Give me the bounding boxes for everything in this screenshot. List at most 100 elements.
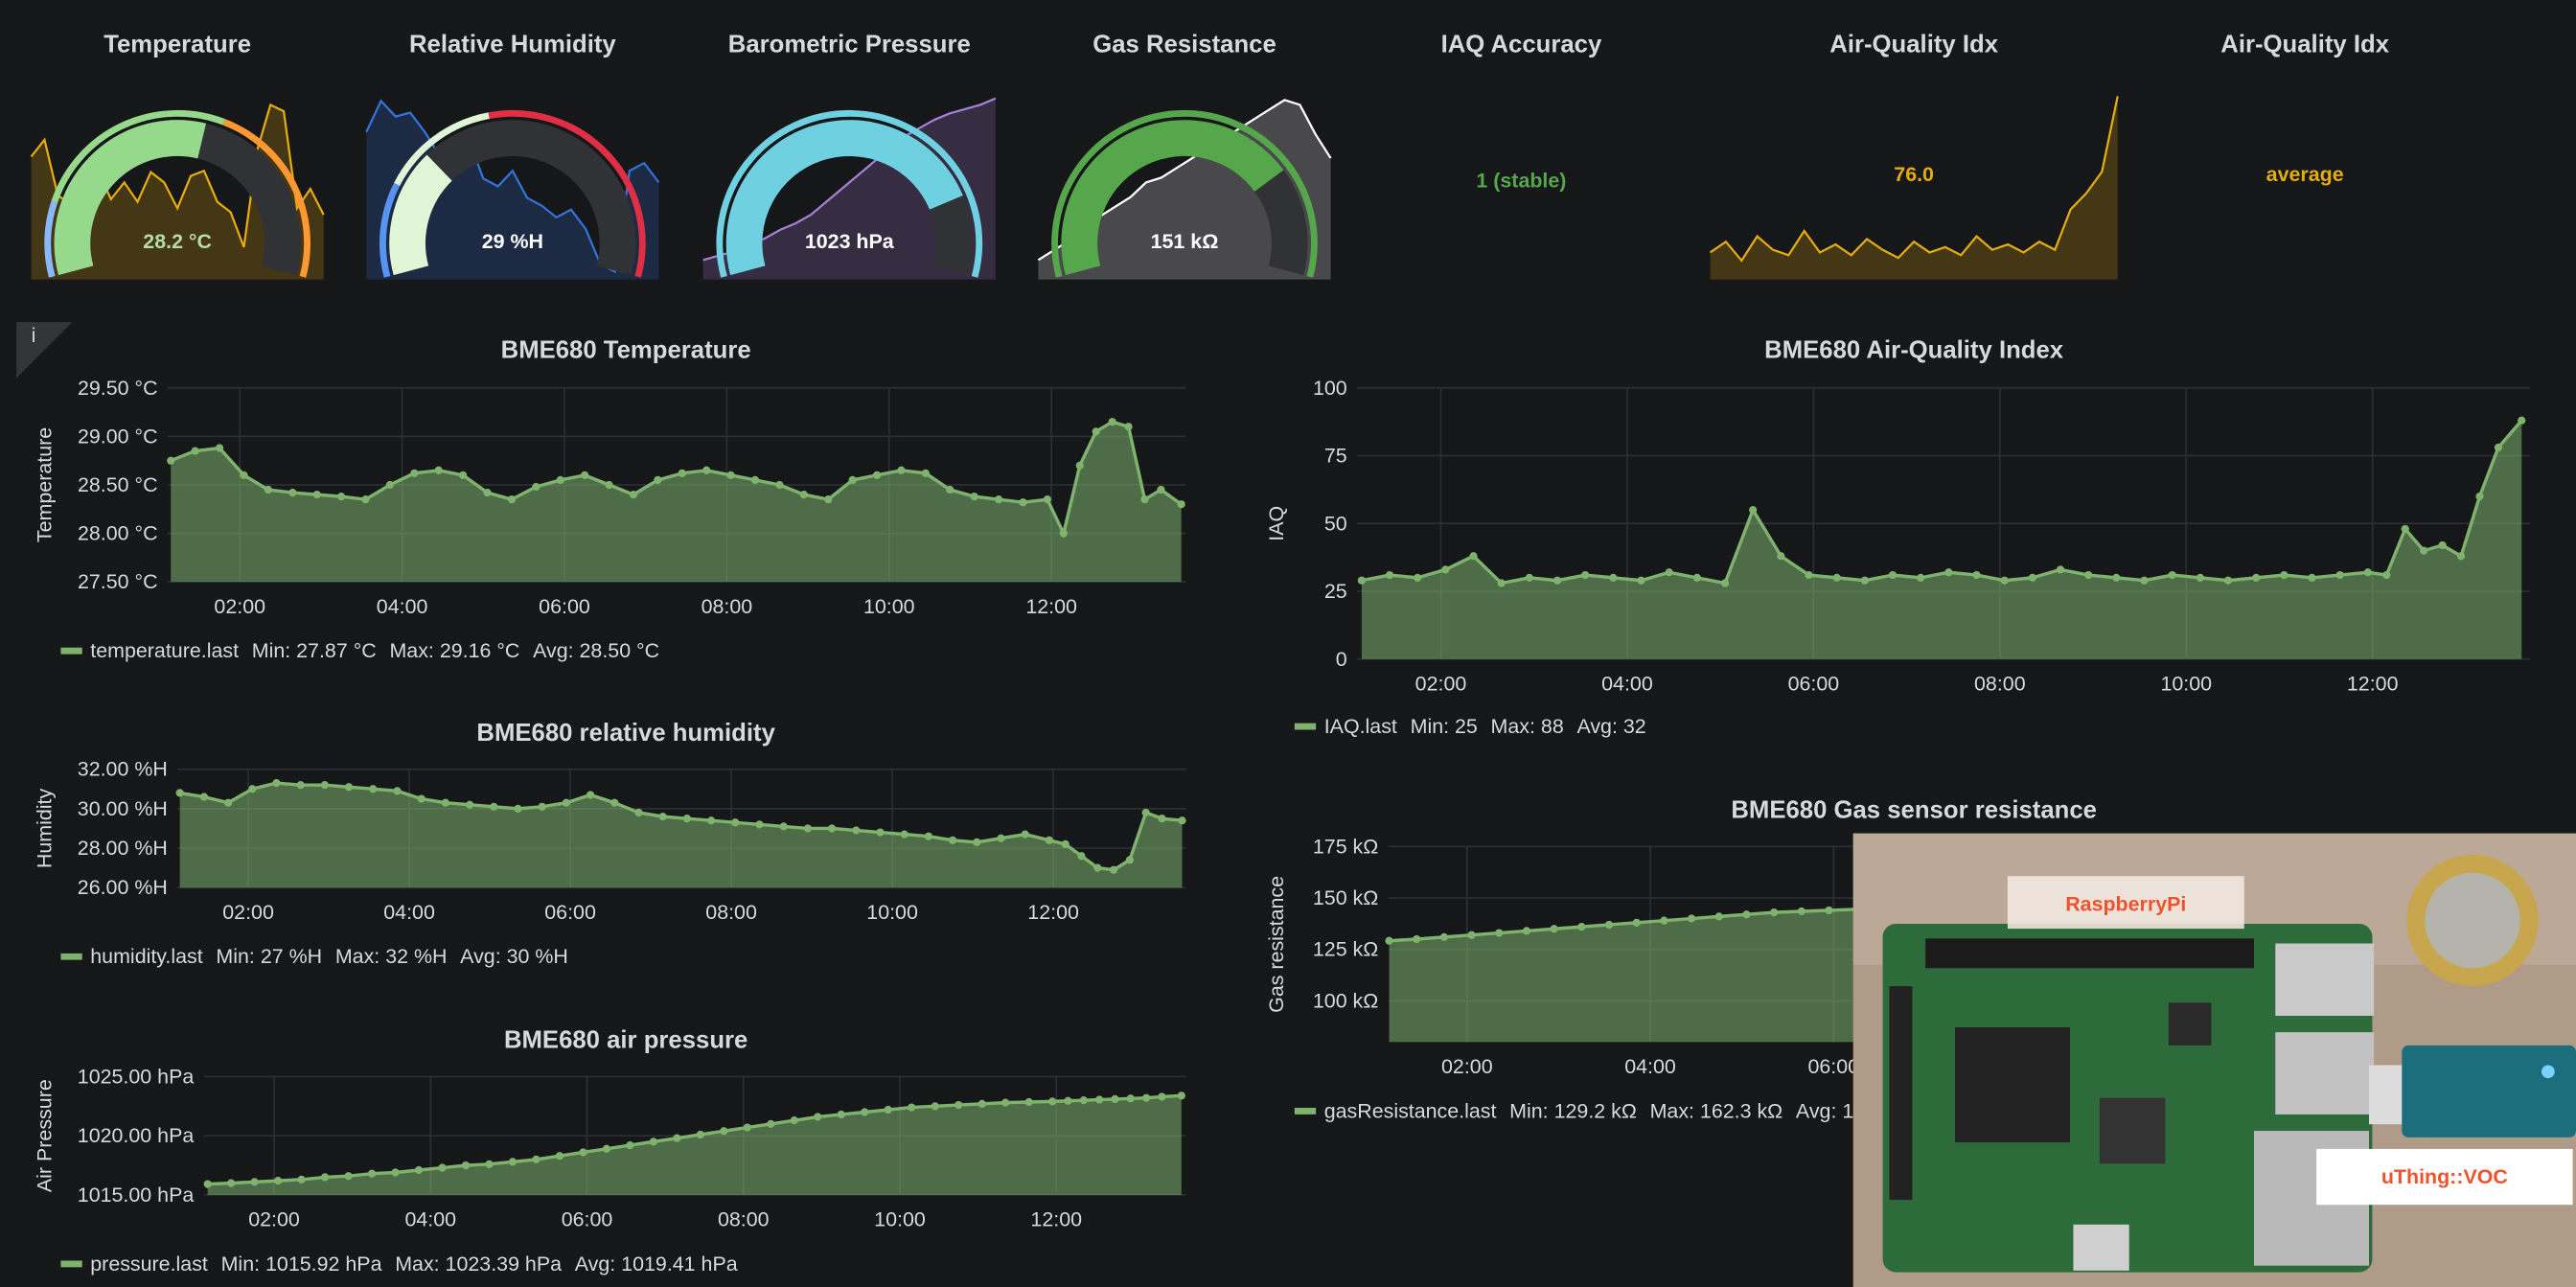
point — [1059, 529, 1068, 538]
legend: IAQ.last Min: 25 Max: 88 Avg: 32 — [1324, 715, 1646, 738]
point — [2382, 570, 2391, 580]
sparkline — [1709, 96, 2119, 263]
x-tick-label: 08:00 — [705, 901, 757, 924]
x-tick-label: 12:00 — [1030, 1208, 1082, 1231]
point — [1720, 579, 1730, 587]
legend: temperature.last Min: 27.87 °C Max: 29.16 … — [90, 639, 659, 662]
point — [1095, 1095, 1104, 1104]
x-tick-label: 12:00 — [1027, 901, 1079, 924]
point — [1092, 427, 1100, 436]
point — [897, 466, 906, 474]
point — [264, 485, 272, 494]
point — [1177, 1092, 1185, 1100]
sparkline-area — [366, 101, 659, 280]
point — [1944, 568, 1953, 577]
point — [1019, 498, 1027, 507]
stat-value: 1 (stable) — [1476, 170, 1566, 193]
point — [1805, 570, 1813, 580]
point — [1632, 918, 1641, 927]
legend: pressure.last Min: 1015.92 hPa Max: 1023.3… — [90, 1253, 737, 1276]
point — [1832, 573, 1841, 583]
hdmi-port — [2073, 1224, 2129, 1271]
point — [1581, 570, 1590, 580]
y-tick-label: 28.50 °C — [78, 473, 158, 496]
point — [1660, 916, 1668, 925]
point — [775, 480, 784, 490]
legend-stat: Avg: 1 — [1796, 1099, 1853, 1122]
point — [296, 781, 305, 790]
photo-label: RaspberryPi — [2065, 892, 2186, 915]
gauge-threshold — [394, 112, 490, 186]
point — [827, 824, 837, 833]
point — [1126, 1094, 1135, 1103]
point — [1093, 863, 1102, 872]
point — [1077, 852, 1086, 861]
point — [702, 466, 711, 474]
point — [438, 1163, 447, 1172]
point — [199, 793, 208, 801]
point — [1665, 568, 1673, 577]
display-connector — [1889, 986, 1913, 1201]
point — [629, 490, 638, 499]
panel-title: Temperature — [104, 31, 251, 57]
point — [203, 1180, 212, 1188]
point — [1441, 565, 1450, 574]
point — [1467, 931, 1476, 939]
point — [367, 1169, 377, 1178]
point — [1385, 936, 1393, 945]
point — [532, 482, 540, 492]
y-tick-label: 1015.00 hPa — [78, 1184, 195, 1207]
point — [1158, 815, 1166, 823]
y-tick-label: 150 kΩ — [1313, 886, 1378, 909]
point — [872, 471, 882, 479]
point — [1497, 579, 1506, 587]
x-tick-label: 08:00 — [1974, 673, 2026, 696]
chip — [2099, 1097, 2166, 1164]
x-tick-label: 02:00 — [1415, 673, 1467, 696]
point — [250, 1178, 259, 1186]
point — [1177, 500, 1185, 509]
panels: Temperature 28.2 °C Relative Humidity 29 %H… — [30, 31, 2535, 1276]
point — [2475, 492, 2484, 501]
point — [2252, 573, 2261, 583]
point — [626, 1140, 634, 1150]
point — [312, 490, 321, 499]
point — [900, 830, 908, 839]
point — [1385, 570, 1394, 580]
point — [514, 804, 522, 813]
chart-title: BME680 Air-Quality Index — [1764, 336, 2064, 363]
point — [970, 493, 978, 501]
point — [1178, 816, 1186, 825]
point — [361, 495, 370, 504]
point — [876, 828, 885, 837]
panel-title: Barometric Pressure — [728, 31, 971, 57]
point — [731, 818, 740, 827]
point — [921, 469, 930, 477]
point — [790, 1116, 798, 1125]
point — [1064, 1096, 1072, 1105]
point — [1522, 927, 1531, 935]
legend-stat: Min: 1015.92 hPa — [221, 1253, 382, 1276]
point — [673, 1134, 681, 1142]
sparkline-area — [31, 104, 324, 280]
point — [288, 488, 297, 497]
y-axis-title: Humidity — [33, 789, 56, 869]
point — [602, 1144, 611, 1153]
y-tick-label: 25 — [1324, 580, 1347, 603]
panel-title: IAQ Accuracy — [1441, 31, 1602, 57]
x-tick-label: 08:00 — [718, 1208, 770, 1231]
point — [994, 495, 1003, 504]
point — [2168, 570, 2176, 580]
series-area — [1361, 420, 2522, 659]
point — [1577, 923, 1586, 931]
soc-chip — [1955, 1026, 2070, 1143]
legend: gasResistance.last Min: 129.2 kΩ Max: 162.… — [1324, 1099, 1854, 1122]
point — [1414, 573, 1422, 583]
point — [1125, 856, 1135, 864]
y-tick-label: 175 kΩ — [1313, 835, 1378, 858]
point — [755, 820, 764, 829]
x-tick-label: 10:00 — [866, 901, 918, 924]
point — [2196, 573, 2204, 583]
point — [610, 798, 619, 807]
